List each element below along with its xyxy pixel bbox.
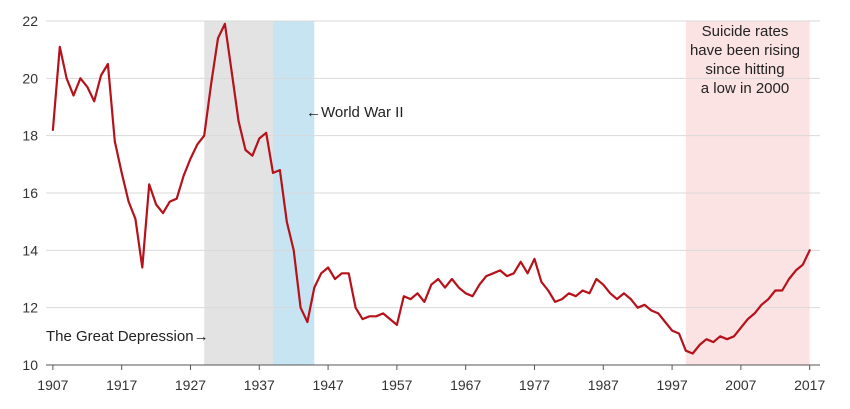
rising-annotation-line-2: have been rising	[690, 42, 800, 59]
x-tick-label: 1917	[106, 377, 137, 393]
rising-annotation-line-3: since hitting	[705, 61, 784, 78]
gridlines	[46, 20, 820, 309]
y-tick-label: 22	[22, 13, 38, 29]
y-tick-label: 14	[22, 242, 38, 258]
rising-rates-annotation: Suicide rates have been rising since hit…	[690, 23, 800, 97]
y-axis-ticks: 10 12 14 16 18 20 22	[22, 13, 38, 373]
x-tick-label: 1927	[175, 377, 206, 393]
x-tick-label: 2017	[794, 377, 825, 393]
y-tick-label: 18	[22, 128, 38, 144]
y-tick-label: 12	[22, 300, 38, 316]
rising-annotation-line-4: a low in 2000	[701, 80, 789, 97]
x-axis-ticks: 1907 1917 1927 1937 1947 1957 1967 1977 1987 1997…	[37, 365, 825, 393]
world-war-ii-annotation: ←World War II	[306, 104, 404, 121]
x-tick-label: 1957	[381, 377, 412, 393]
x-tick-label: 1967	[450, 377, 481, 393]
y-tick-label: 10	[22, 357, 38, 373]
series-line-0	[51, 22, 811, 355]
y-tick-label: 20	[22, 70, 38, 86]
x-tick-label: 1947	[313, 377, 344, 393]
x-tick-label: 1997	[657, 377, 688, 393]
x-tick-label: 1987	[588, 377, 619, 393]
great-depression-annotation: The Great Depression→	[46, 328, 209, 345]
x-tick-label: 1937	[244, 377, 275, 393]
x-tick-label: 1907	[37, 377, 68, 393]
series-group	[51, 22, 811, 355]
rising-annotation-line-1: Suicide rates	[702, 23, 789, 40]
y-tick-label: 16	[22, 185, 38, 201]
x-tick-label: 2007	[725, 377, 756, 393]
x-tick-label: 1977	[519, 377, 550, 393]
